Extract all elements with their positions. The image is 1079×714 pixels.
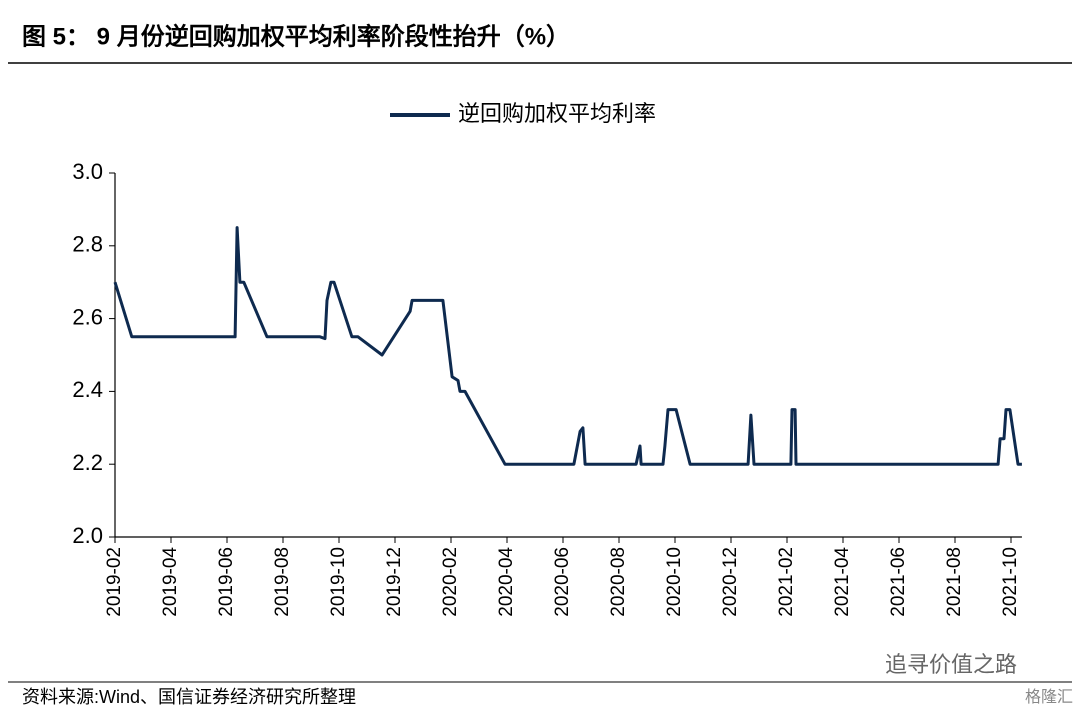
x-tick-label: 2020-06	[552, 547, 573, 617]
chart-title: 图 5： 9 月份逆回购加权平均利率阶段性抬升（%）	[22, 22, 570, 50]
x-tick-label: 2021-04	[832, 547, 853, 617]
x-tick-label: 2021-02	[776, 547, 797, 617]
x-tick-label: 2019-02	[104, 547, 125, 617]
x-tick-label: 2020-02	[440, 547, 461, 617]
x-tick-label: 2021-06	[888, 547, 909, 617]
watermark: 追寻价值之路	[885, 652, 1017, 677]
y-tick-label: 2.2	[72, 450, 103, 475]
source: 资料来源:Wind、国信证券经济研究所整理	[22, 687, 356, 707]
x-tick-label: 2020-10	[664, 547, 685, 617]
watermark: 格隆汇	[1025, 688, 1073, 706]
x-tick-label: 2019-10	[328, 547, 349, 617]
x-tick-label: 2019-04	[160, 547, 181, 617]
y-tick-label: 3.0	[72, 159, 103, 184]
series-line	[113, 226, 1022, 466]
x-tick-label: 2021-10	[1000, 547, 1021, 617]
x-tick-label: 2020-08	[608, 547, 629, 617]
x-tick-label: 2020-04	[496, 547, 517, 617]
y-tick-label: 2.6	[72, 304, 103, 329]
x-tick-label: 2019-08	[272, 547, 293, 617]
y-tick-label: 2.8	[72, 232, 103, 257]
x-tick-label: 2020-12	[720, 547, 741, 617]
y-tick-label: 2.0	[72, 523, 103, 548]
y-tick-label: 2.4	[72, 377, 103, 402]
x-tick-label: 2019-06	[216, 547, 237, 617]
legend-label: 逆回购加权平均利率	[458, 101, 656, 126]
x-tick-label: 2021-08	[944, 547, 965, 617]
x-tick-label: 2019-12	[384, 547, 405, 617]
